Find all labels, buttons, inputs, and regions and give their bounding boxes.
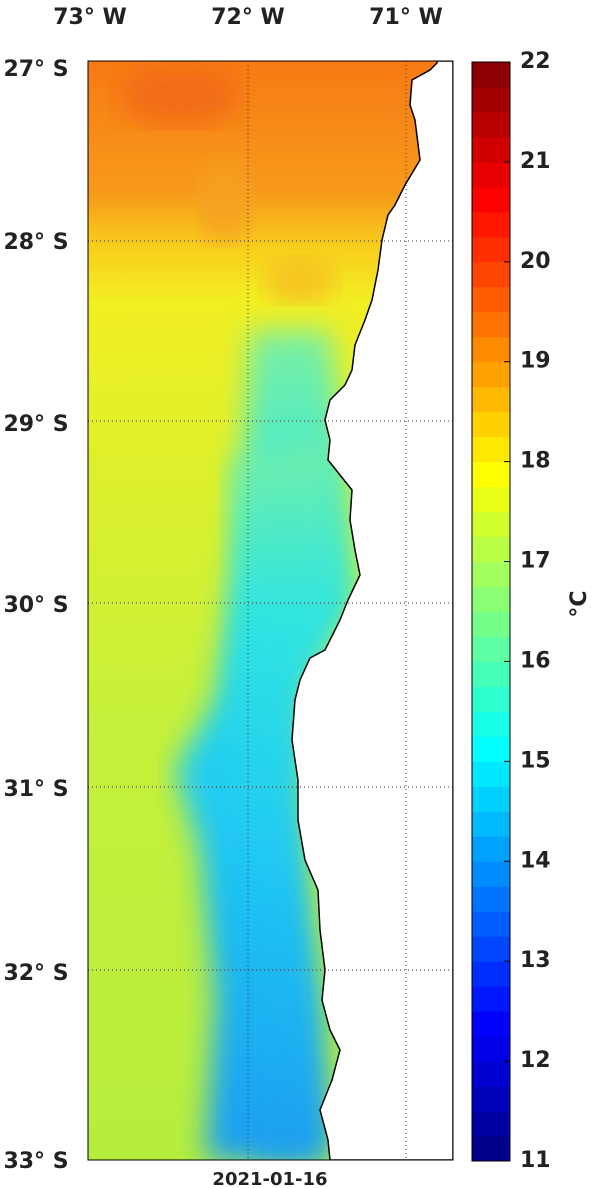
colorbar-band <box>472 211 510 238</box>
colorbar-band <box>472 811 510 837</box>
colorbar-band <box>472 186 510 213</box>
colorbar-band <box>472 936 510 962</box>
colorbar-band <box>472 511 510 538</box>
lat-label: 29° S <box>3 412 68 437</box>
colorbar-band <box>472 311 510 338</box>
colorbar-band <box>472 536 510 563</box>
colorbar-label: °C <box>567 590 592 617</box>
colorbar-band <box>472 661 510 687</box>
colorbar-band <box>472 86 510 113</box>
colorbar-band <box>472 461 510 488</box>
colorbar-tick-label: 20 <box>520 249 551 274</box>
colorbar-band <box>472 1086 510 1112</box>
colorbar-band <box>472 636 510 662</box>
colorbar-band <box>472 886 510 912</box>
colorbar-band <box>472 1061 510 1087</box>
colorbar-band <box>472 261 510 288</box>
colorbar-band <box>472 236 510 263</box>
colorbar-band <box>472 911 510 937</box>
colorbar-band <box>472 686 510 712</box>
date: 2021-01-16 <box>212 1169 327 1188</box>
colorbar-frame <box>471 61 511 1162</box>
colorbar-tick-label: 21 <box>520 149 551 174</box>
land <box>291 61 453 1160</box>
colorbar-band <box>472 786 510 812</box>
colorbar-band <box>472 836 510 862</box>
lon-label: 73° W <box>53 5 127 30</box>
colorbar-band <box>472 861 510 887</box>
colorbar-tick-label: 12 <box>520 1048 551 1073</box>
sst-field <box>88 61 453 1160</box>
colorbar-band <box>472 586 510 612</box>
colorbar-band <box>472 761 510 787</box>
colorbar-band <box>472 1011 510 1037</box>
colorbar-band <box>472 386 510 413</box>
lat-label: 30° S <box>3 593 68 618</box>
map-frame <box>87 60 454 1161</box>
colorbar-band <box>472 436 510 463</box>
lat-label: 33° S <box>3 1149 68 1174</box>
lat-label: 32° S <box>3 961 68 986</box>
colorbar-band <box>472 711 510 737</box>
colorbar-band <box>472 1111 510 1137</box>
colorbar-tick-label: 15 <box>520 748 551 773</box>
colorbar-tick-label: 16 <box>520 648 551 673</box>
lat-label: 31° S <box>3 777 68 802</box>
colorbar-band <box>472 411 510 438</box>
colorbar-band <box>472 161 510 188</box>
colorbar-band <box>472 736 510 762</box>
colorbar-tick-label: 19 <box>520 349 551 374</box>
colorbar-tick-label: 13 <box>520 948 551 973</box>
colorbar-tick-label: 22 <box>520 49 551 74</box>
lon-label: 71° W <box>369 5 443 30</box>
colorbar-band <box>472 986 510 1012</box>
colorbar-tick-label: 17 <box>520 549 551 574</box>
colorbar-band <box>472 286 510 313</box>
colorbar-band <box>472 1036 510 1062</box>
colorbar-band <box>472 561 510 588</box>
graticule <box>88 61 453 1160</box>
colorbar-tick-label: 18 <box>520 449 551 474</box>
lon-label: 72° W <box>211 5 285 30</box>
colorbar-band <box>472 961 510 987</box>
colorbar-band <box>472 62 510 88</box>
colorbar-band <box>472 111 510 138</box>
colorbar-band <box>472 336 510 363</box>
colorbar-tick-label: 11 <box>520 1148 551 1173</box>
colorbar-tick-label: 14 <box>520 848 551 873</box>
colorbar-band <box>472 611 510 637</box>
colorbar-band <box>472 1136 510 1162</box>
colorbar-band <box>472 361 510 388</box>
lat-label: 27° S <box>3 57 68 82</box>
lat-label: 28° S <box>3 230 68 255</box>
colorbar-band <box>472 136 510 163</box>
colorbar-band <box>472 486 510 513</box>
